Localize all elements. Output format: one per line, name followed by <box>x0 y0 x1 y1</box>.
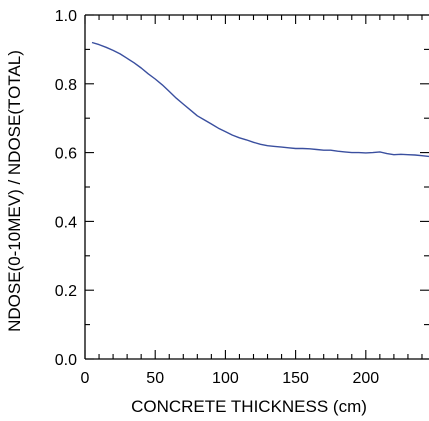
x-tick-label: 150 <box>282 370 309 387</box>
y-axis-ticks: 0.0 0.2 0.4 0.6 0.8 1.0 <box>55 8 429 369</box>
x-axis-ticks: 0 50 100 150 200 <box>81 15 423 387</box>
x-tick-label: 200 <box>352 370 379 387</box>
series-layer <box>91 41 429 158</box>
x-tick-label: 50 <box>146 370 164 387</box>
y-tick-label: 0.8 <box>55 77 77 94</box>
x-tick-label: 100 <box>212 370 239 387</box>
y-tick-label: 0.2 <box>55 283 77 300</box>
y-tick-label: 0.6 <box>55 146 77 163</box>
y-tick-label: 0.4 <box>55 214 77 231</box>
y-tick-label: 1.0 <box>55 8 77 25</box>
x-tick-label: 0 <box>81 370 90 387</box>
x-axis-label: CONCRETE THICKNESS (cm) <box>131 397 367 416</box>
y-axis-label: NDOSE(0-10MEV) / NDOSE(TOTAL) <box>5 50 24 332</box>
series-line-0 <box>91 41 429 158</box>
plot-frame <box>84 14 429 360</box>
y-tick-label: 0.0 <box>55 352 77 369</box>
